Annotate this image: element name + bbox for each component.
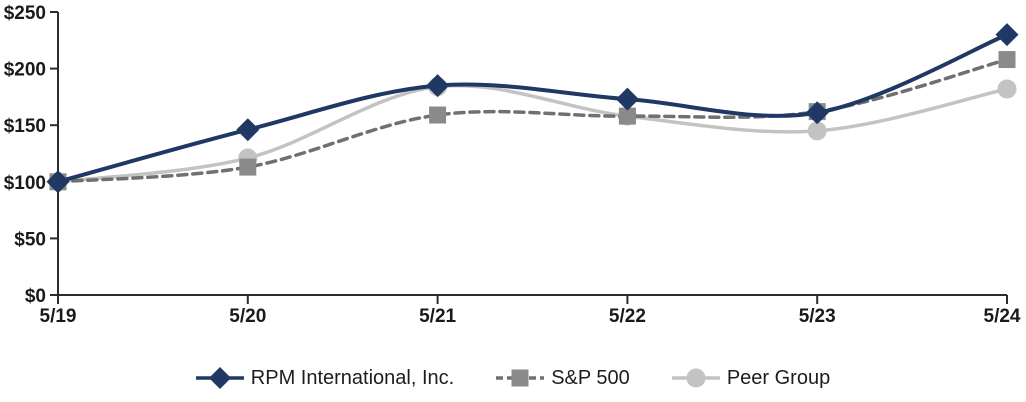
marker-peer-group-5-24 [997, 79, 1017, 99]
marker-s-p-500-5-21 [429, 106, 447, 124]
chart-plot-area: $0 $50 $100 $150 $200 $250 5/19 5/20 5/21 5/22 5/2… [4, 3, 1021, 327]
series-line-peer-group [56, 83, 1009, 184]
square-marker-icon [496, 369, 545, 387]
x-tick-label: 5/22 [609, 306, 646, 327]
legend-item-sp500: S&P 500 [496, 365, 630, 391]
marker-rpm-international-inc-5-23 [805, 101, 829, 125]
legend-label-peer-group: Peer Group [726, 366, 831, 389]
marker-s-p-500-5-24 [998, 51, 1016, 69]
y-tick-label: $200 [4, 60, 46, 81]
x-tick-label: 5/23 [799, 306, 836, 327]
x-tick-label: 5/21 [419, 306, 456, 327]
x-tick-label: 5/24 [984, 306, 1021, 327]
legend-item-peer-group: Peer Group [671, 365, 831, 391]
legend-label-rpm-international: RPM International, Inc. [250, 366, 455, 389]
marker-rpm-international-inc-5-19 [46, 170, 70, 194]
diamond-marker-icon [195, 367, 244, 389]
series-line-rpm-international-inc [56, 32, 1009, 184]
marker-s-p-500-5-22 [618, 107, 636, 125]
legend-item-rpm-international: RPM International, Inc. [195, 365, 455, 391]
y-tick-label: $100 [4, 173, 46, 194]
y-tick-label: $50 [14, 229, 46, 250]
marker-rpm-international-inc-5-24 [995, 23, 1019, 47]
series-line-s-p-500 [56, 57, 1009, 184]
marker-rpm-international-inc-5-22 [615, 87, 639, 111]
chart-legend: RPM International, Inc. S&P 500 Peer Gro… [0, 356, 1026, 400]
marker-rpm-international-inc-5-20 [236, 118, 260, 142]
x-tick-label: 5/19 [40, 306, 77, 327]
x-tick-label: 5/20 [229, 306, 266, 327]
y-tick-label: $0 [25, 286, 46, 307]
marker-rpm-international-inc-5-21 [426, 74, 450, 98]
marker-s-p-500-5-20 [239, 158, 257, 176]
circle-marker-icon [671, 368, 720, 388]
y-tick-label: $250 [4, 3, 46, 24]
legend-label-sp500: S&P 500 [551, 366, 630, 389]
y-tick-label: $150 [4, 116, 46, 137]
marker-peer-group-5-23 [807, 121, 827, 141]
